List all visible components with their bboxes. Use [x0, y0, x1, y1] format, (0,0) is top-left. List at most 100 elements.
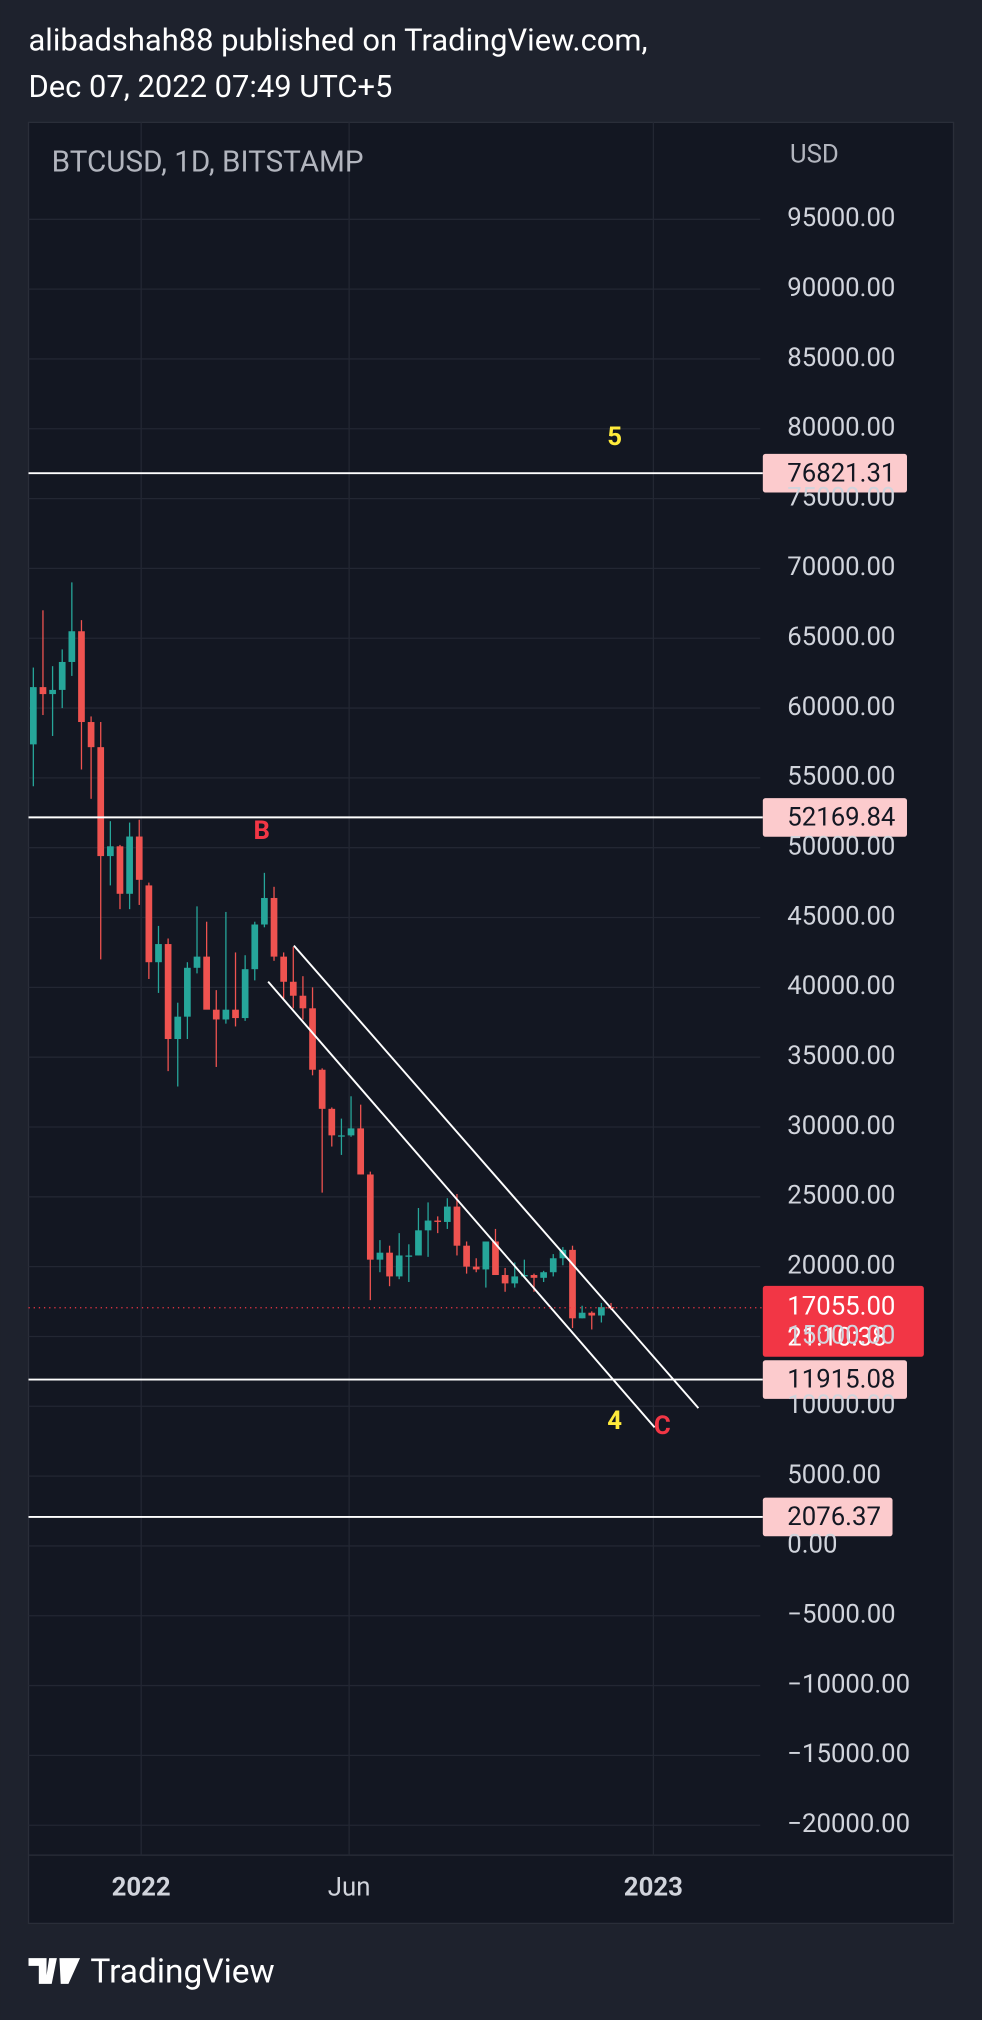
candle-body [540, 1272, 547, 1278]
candle-body [453, 1206, 461, 1246]
y-tick-label: 80000.00 [787, 413, 895, 443]
candle-body [415, 1230, 422, 1256]
candle-body [434, 1220, 442, 1222]
candle-body [241, 969, 249, 1019]
candle-body [338, 1135, 345, 1137]
level-label: 2076.37 [787, 1502, 881, 1532]
y-tick-label: 65000.00 [787, 622, 895, 652]
candle-body [386, 1252, 393, 1277]
chart-title: BTCUSD, 1D, BITSTAMP [52, 145, 364, 179]
candle-body [39, 687, 47, 695]
candle-body [97, 747, 105, 857]
candle-body [49, 689, 56, 695]
candle-body [328, 1108, 336, 1136]
wave-annotation: C [654, 1411, 671, 1441]
grid [28, 122, 761, 1856]
level-label-box [762, 453, 907, 493]
x-tick-label: Jun [328, 1872, 371, 1902]
candle-body [174, 1016, 182, 1040]
last-price-box [762, 1285, 924, 1357]
channel-upper [293, 944, 700, 1409]
header-line1: alibadshah88 published on TradingView.co… [29, 22, 648, 59]
last-price-label: 17055.00 [787, 1292, 895, 1322]
candle-body [212, 1009, 220, 1020]
candle-body [501, 1275, 509, 1284]
candle-body [299, 995, 307, 1009]
candle-body [155, 944, 162, 963]
candle-body [116, 846, 124, 894]
candle-body [68, 631, 76, 662]
y-tick-label: −15000.00 [787, 1739, 910, 1769]
candle-body [87, 722, 95, 748]
y-tick-label: 95000.00 [787, 203, 895, 233]
y-tick-label: 75000.00 [787, 482, 895, 512]
level-label: 76821.31 [787, 458, 895, 488]
y-tick-label: 50000.00 [787, 832, 895, 862]
candle-body [424, 1220, 432, 1231]
candle-body [530, 1275, 538, 1278]
y-tick-label: 5000.00 [787, 1460, 881, 1490]
candle-body [107, 846, 114, 857]
candle-body [184, 967, 191, 1017]
candle-body [588, 1312, 596, 1316]
candle-body [261, 897, 268, 925]
level-label-box [762, 1360, 907, 1399]
overlay: 76821.3152169.8411915.082076.3717055.002… [28, 422, 924, 1537]
footer-logo [28, 1958, 81, 1984]
candle-body [58, 661, 66, 690]
candle-body [270, 897, 278, 957]
wave-annotation: 4 [607, 1406, 622, 1436]
logo-icon [28, 1958, 81, 1984]
wave-annotation: 5 [607, 422, 622, 452]
candle-body [366, 1174, 374, 1260]
level-label-box [762, 1497, 893, 1537]
y-tick-label: 85000.00 [787, 343, 895, 373]
y-tick-label: 90000.00 [787, 273, 895, 303]
candle-body [289, 981, 297, 996]
candle-body [309, 1008, 316, 1070]
y-tick-label: 10000.00 [787, 1390, 895, 1420]
candle-body [492, 1241, 499, 1276]
wave-annotation: B [253, 816, 269, 846]
y-tick-label: 60000.00 [787, 692, 895, 722]
y-tick-label: 30000.00 [787, 1111, 895, 1141]
y-tick-label: 55000.00 [787, 762, 895, 792]
chart-panel [27, 121, 955, 1925]
countdown-label: 21:10:38 [787, 1322, 886, 1352]
candle-body [232, 1009, 239, 1019]
candle-body [549, 1258, 557, 1273]
candle-body [376, 1252, 384, 1260]
y-tick-label: −5000.00 [787, 1600, 895, 1630]
candle-body [135, 836, 143, 880]
candle-body [395, 1255, 403, 1277]
candle-body [78, 631, 85, 723]
candle-body [164, 944, 172, 1040]
candle-body [578, 1312, 586, 1319]
candle-body [29, 687, 37, 745]
y-tick-label: 25000.00 [787, 1181, 895, 1211]
candles [29, 582, 615, 1330]
candle-body [203, 956, 210, 1010]
y-tick-label: 45000.00 [787, 901, 895, 931]
y-tick-label: 20000.00 [787, 1250, 895, 1280]
y-tick-label: 0.00 [787, 1530, 837, 1560]
candle-body [347, 1128, 355, 1136]
y-tick-label: 70000.00 [787, 552, 895, 582]
candle-body [193, 956, 201, 968]
candle-body [472, 1266, 480, 1270]
footer-brand: TradingView [90, 1952, 274, 1991]
channel-lower [267, 981, 656, 1429]
candle-body [463, 1245, 470, 1267]
y-tick-label: 40000.00 [787, 971, 895, 1001]
level-label: 52169.84 [787, 803, 895, 833]
y-tick-label: −10000.00 [787, 1669, 910, 1699]
candle-body [145, 885, 153, 963]
header-line2: Dec 07, 2022 07:49 UTC+5 [29, 68, 393, 105]
y-tick-label: 35000.00 [787, 1041, 895, 1071]
candle-body [357, 1128, 365, 1175]
candle-body [251, 924, 259, 970]
candle-body [598, 1307, 605, 1316]
candle-body [222, 1009, 230, 1020]
candle-body [405, 1255, 413, 1257]
